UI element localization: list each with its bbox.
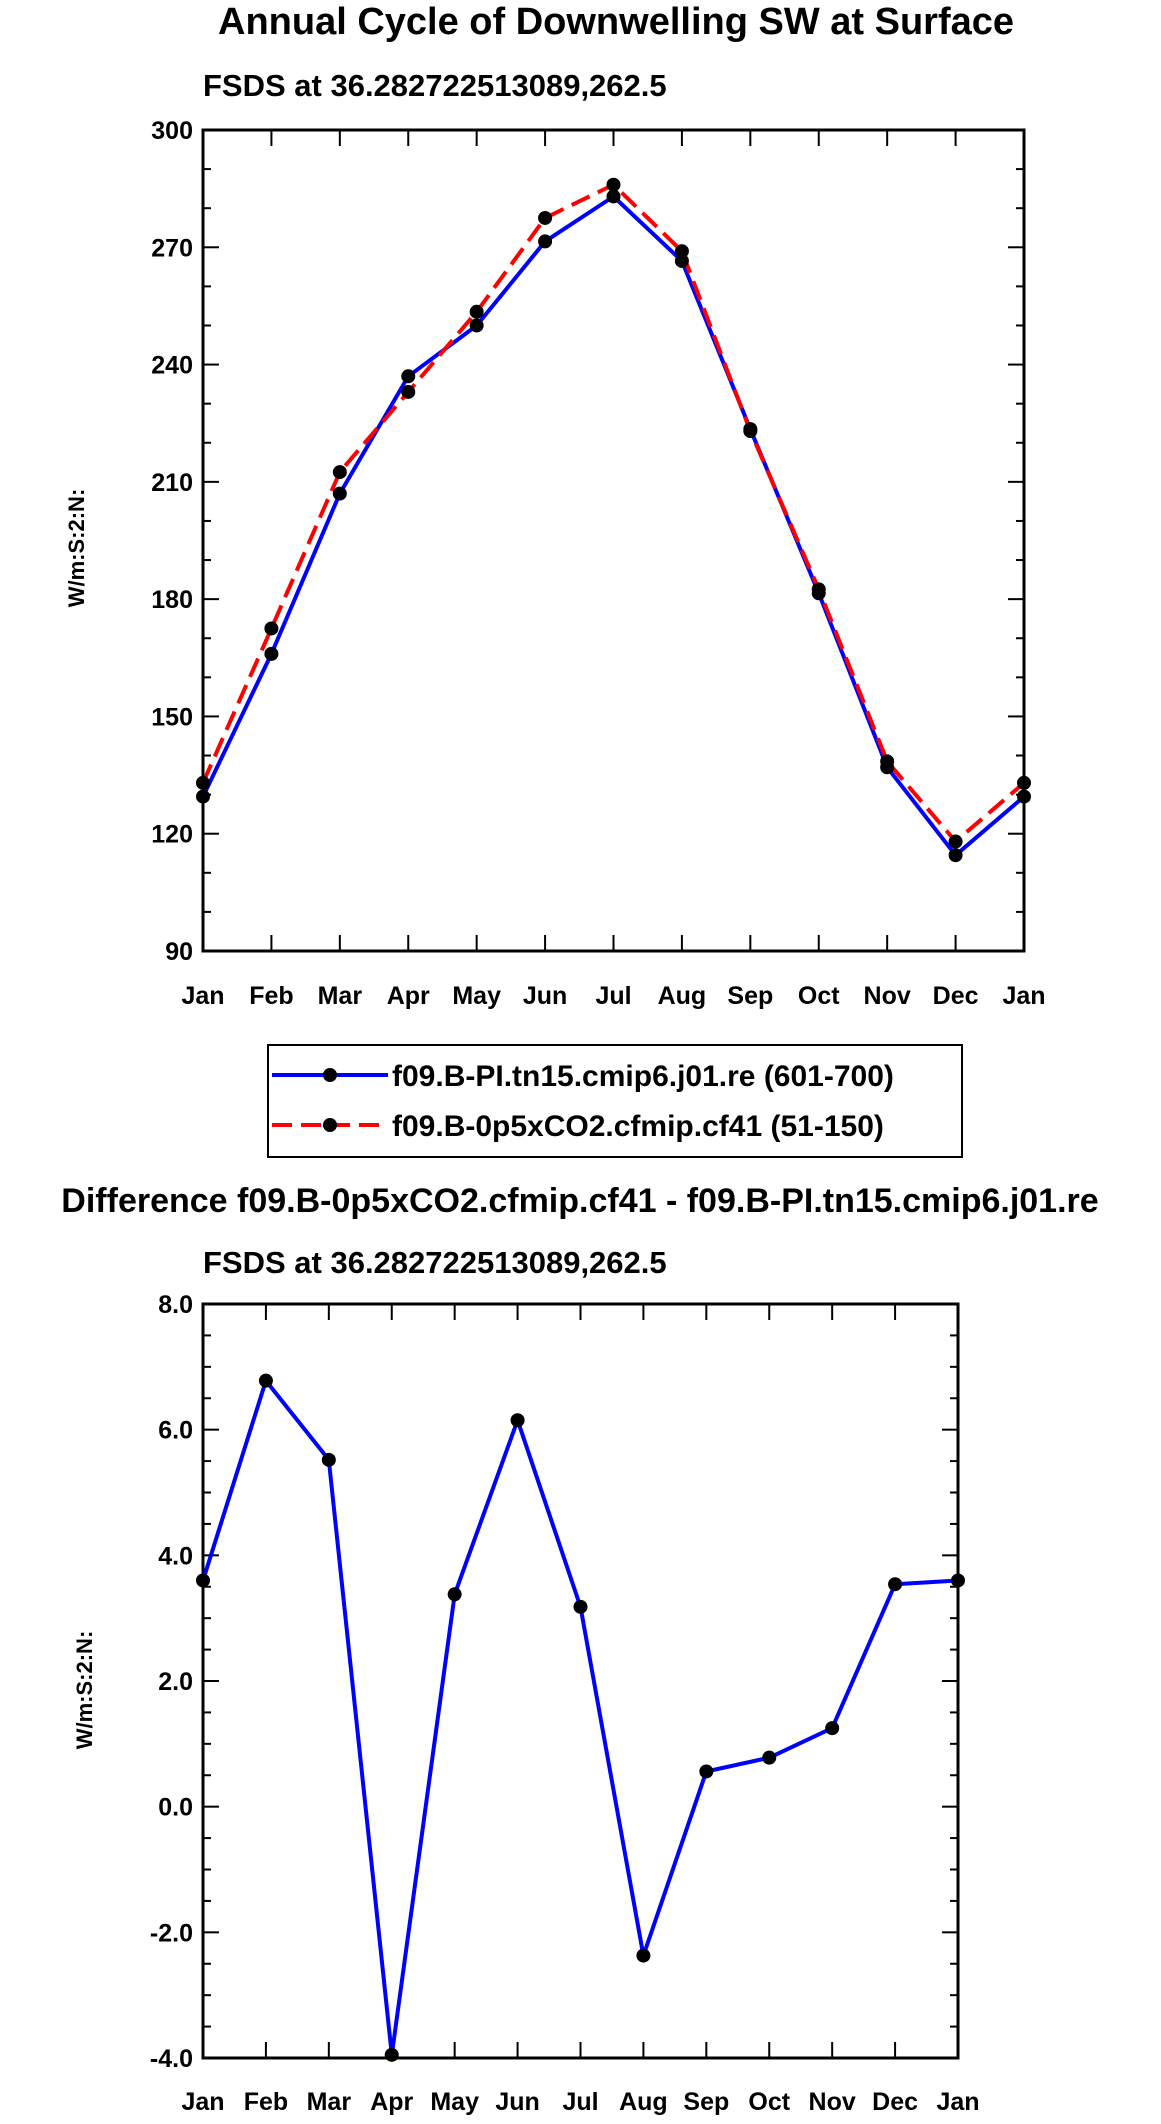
- data-point-series-1: [674, 253, 689, 268]
- x-tick-label: Oct: [748, 2088, 790, 2116]
- data-point-series-1: [538, 234, 553, 249]
- y-tick-label: -4.0: [150, 2045, 193, 2073]
- legend-label-series-1: f09.B-PI.tn15.cmip6.j01.re (601-700): [392, 1060, 894, 1093]
- data-point-series-1: [636, 1948, 651, 1963]
- chart2-y-axis-label: W/m:S:2:N:: [72, 1631, 97, 1750]
- x-tick-label: Dec: [872, 2088, 918, 2116]
- x-tick-label: Sep: [727, 982, 773, 1010]
- y-tick-label: 120: [151, 821, 193, 849]
- data-point-series-2: [332, 465, 347, 480]
- data-point-series-1: [951, 1573, 965, 1588]
- data-point-series-2: [1017, 775, 1031, 790]
- data-point-series-1: [332, 486, 347, 501]
- chart1-subtitle: FSDS at 36.282722513089,262.5: [203, 68, 667, 103]
- x-tick-label: Jun: [523, 982, 567, 1010]
- data-point-series-1: [401, 369, 416, 384]
- data-point-series-2: [469, 304, 484, 319]
- data-point-series-1: [469, 318, 484, 333]
- y-tick-label: 90: [165, 938, 193, 966]
- x-tick-label: Mar: [307, 2088, 352, 2116]
- legend-label-series-2: f09.B-0p5xCO2.cfmip.cf41 (51-150): [392, 1110, 884, 1143]
- legend-marker-series-2: [323, 1118, 337, 1132]
- legend-box: [267, 1044, 963, 1158]
- data-point-series-1: [258, 1373, 273, 1388]
- data-point-series-1: [1017, 789, 1031, 804]
- data-point-series-1: [196, 789, 210, 804]
- data-point-series-1: [510, 1413, 525, 1428]
- y-tick-label: 210: [151, 469, 193, 497]
- data-point-series-2: [401, 384, 416, 399]
- y-tick-label: -2.0: [150, 1919, 193, 1947]
- data-point-series-2: [538, 210, 553, 225]
- x-tick-label: Jul: [562, 2088, 598, 2116]
- data-point-series-1: [196, 1573, 210, 1588]
- y-tick-label: 6.0: [158, 1417, 193, 1445]
- y-tick-label: 270: [151, 234, 193, 262]
- chart2-title: Difference f09.B-0p5xCO2.cfmip.cf41 - f0…: [61, 1182, 1098, 1220]
- data-point-series-1: [447, 1587, 462, 1602]
- x-tick-label: Jan: [181, 2088, 224, 2116]
- data-point-series-2: [948, 834, 963, 849]
- data-point-series-2: [811, 582, 826, 597]
- data-point-series-1: [606, 189, 621, 204]
- x-tick-label: Jun: [495, 2088, 539, 2116]
- data-point-series-1: [948, 848, 963, 863]
- legend-marker-series-1: [323, 1068, 337, 1082]
- data-point-series-2: [674, 244, 689, 259]
- y-tick-label: 2.0: [158, 1668, 193, 1696]
- data-point-series-1: [699, 1764, 714, 1779]
- data-point-series-2: [196, 775, 210, 790]
- x-tick-label: Nov: [864, 982, 911, 1010]
- x-tick-label: Mar: [318, 982, 363, 1010]
- x-tick-label: Dec: [933, 982, 979, 1010]
- chart2-subtitle: FSDS at 36.282722513089,262.5: [203, 1245, 667, 1280]
- y-tick-label: 180: [151, 586, 193, 614]
- x-tick-label: Feb: [249, 982, 293, 1010]
- x-tick-label: Jan: [1002, 982, 1045, 1010]
- legend: f09.B-PI.tn15.cmip6.j01.re (601-700) f09…: [267, 1044, 963, 1158]
- x-tick-label: Jul: [595, 982, 631, 1010]
- series-line-1: [201, 194, 1026, 858]
- plot-frame: [201, 1302, 960, 2060]
- x-tick-label: Apr: [370, 2088, 413, 2116]
- y-tick-label: 150: [151, 703, 193, 731]
- data-point-series-1: [264, 646, 279, 661]
- data-point-series-2: [880, 754, 895, 769]
- data-point-series-1: [762, 1750, 777, 1765]
- data-point-series-1: [573, 1599, 588, 1614]
- x-tick-label: Feb: [244, 2088, 288, 2116]
- x-tick-label: May: [430, 2088, 479, 2116]
- x-tick-label: May: [452, 982, 501, 1010]
- data-point-series-1: [825, 1721, 840, 1736]
- x-tick-label: Aug: [658, 982, 707, 1010]
- chart1-y-axis-label: W/m:S:2:N:: [64, 489, 89, 608]
- series-line-1: [201, 1378, 959, 2057]
- y-tick-label: 300: [151, 117, 193, 145]
- y-tick-label: 8.0: [158, 1291, 193, 1319]
- chart1-plot: 90 120 150 180 210 240 270 300 Jan Feb Mar Apr May Ju…: [151, 117, 1045, 1010]
- data-point-series-2: [743, 424, 758, 439]
- chart1-title: Annual Cycle of Downwelling SW at Surfac…: [218, 1, 1014, 43]
- data-point-series-1: [321, 1452, 336, 1467]
- chart2-plot: -4.0 -2.0 0.0 2.0 4.0 6.0 8.0 Jan Feb Mar Apr May Ju…: [150, 1291, 980, 2116]
- x-tick-label: Jan: [181, 982, 224, 1010]
- x-tick-label: Aug: [619, 2088, 668, 2116]
- y-tick-label: 4.0: [158, 1542, 193, 1570]
- x-tick-label: Sep: [683, 2088, 729, 2116]
- y-tick-label: 0.0: [158, 1794, 193, 1822]
- x-tick-label: Oct: [798, 982, 840, 1010]
- data-point-series-1: [384, 2047, 399, 2062]
- x-tick-label: Jan: [936, 2088, 979, 2116]
- y-tick-label: 240: [151, 352, 193, 380]
- plot-frame: [201, 128, 1026, 953]
- data-point-series-1: [888, 1577, 903, 1592]
- data-point-series-2: [264, 621, 279, 636]
- x-tick-label: Apr: [387, 982, 430, 1010]
- data-point-series-2: [606, 177, 621, 192]
- x-tick-label: Nov: [809, 2088, 856, 2116]
- series-line-2: [201, 182, 1026, 844]
